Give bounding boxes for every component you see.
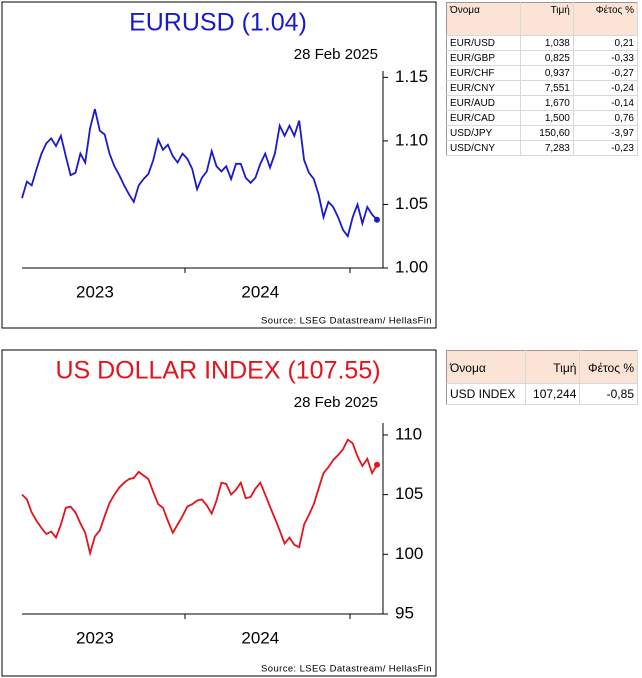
cell: EUR/GBP (446, 50, 521, 66)
header-row: Όνομα Τιμή Φέτος % (446, 350, 638, 384)
y-tick-label: 105 (395, 484, 423, 503)
cell: 7,551 (520, 80, 574, 96)
date-note: 28 Feb 2025 (294, 394, 378, 411)
source: Source: LSEG Datastream/ HellasFin (261, 664, 432, 675)
cell: 150,60 (520, 125, 574, 141)
cell: -0,27 (573, 65, 639, 81)
index-table: Όνομα Τιμή Φέτος % USD INDEX 107,244 -0,85 (446, 350, 638, 405)
cell: -0,24 (573, 80, 639, 96)
last-point (374, 216, 380, 223)
y-tick-label: 1.15 (395, 67, 428, 86)
y-tick-label: 1.10 (395, 130, 428, 149)
date-note: 28 Feb 2025 (294, 46, 378, 63)
x-tick-label: 2023 (76, 628, 114, 647)
y-tick-label: 110 (395, 424, 422, 443)
cell: 1,500 (520, 110, 574, 126)
chart-frame (1, 1, 437, 329)
cell: 1,670 (520, 95, 574, 111)
table-row: USD/JPY 150,60 -3,97 (446, 125, 639, 141)
cell: USD/JPY (446, 125, 521, 141)
cell: EUR/CAD (446, 110, 521, 126)
y-tick-label: 95 (395, 603, 414, 622)
cell: 0,21 (573, 35, 639, 51)
last-point (374, 461, 380, 468)
table-row: EUR/CNY 7,551 -0,24 (446, 80, 639, 96)
cell: 7,283 (520, 140, 574, 156)
cell: 0,825 (520, 50, 574, 66)
source: Source: LSEG Datastream/ HellasFin (261, 316, 432, 327)
table-row: EUR/CAD 1,500 0,76 (446, 110, 639, 126)
chart-frame (1, 349, 437, 677)
cell: -3,97 (573, 125, 639, 141)
table-row: USD INDEX 107,244 -0,85 (446, 383, 638, 405)
cell: Φέτος % (579, 350, 638, 384)
cell: 107,244 (525, 383, 581, 405)
y-tick-label: 1.00 (395, 257, 428, 276)
x-tick-label: 2024 (241, 282, 279, 301)
table-row: EUR/CHF 0,937 -0,27 (446, 65, 639, 81)
chart-title: US DOLLAR INDEX (107.55) (55, 357, 380, 385)
cell: EUR/AUD (446, 95, 521, 111)
cell: EUR/CNY (446, 80, 521, 96)
cell: Φέτος % (573, 2, 639, 36)
cell: Όνομα (446, 2, 521, 36)
cell: -0,14 (573, 95, 639, 111)
x-tick-label: 2023 (76, 282, 114, 301)
table-row: EUR/AUD 1,670 -0,14 (446, 95, 639, 111)
cell: Τιμή (525, 350, 581, 384)
cell: USD INDEX (446, 383, 526, 405)
cell: -0,33 (573, 50, 639, 66)
cell: Τιμή (520, 2, 574, 36)
table-row: USD/CNY 7,283 -0,23 (446, 140, 639, 156)
cell: 1,038 (520, 35, 574, 51)
cell: EUR/CHF (446, 65, 521, 81)
x-tick-label: 2024 (241, 628, 279, 647)
cell: -0,85 (579, 383, 638, 405)
y-tick-label: 1.05 (395, 194, 428, 213)
chart-title: EURUSD (1.04) (129, 9, 307, 37)
cell: EUR/USD (446, 35, 521, 51)
cell: 0,937 (520, 65, 574, 81)
header-row: Όνομα Τιμή Φέτος % (446, 2, 639, 36)
cell: -0,23 (573, 140, 639, 156)
cell: 0,76 (573, 110, 639, 126)
cell: USD/CNY (446, 140, 521, 156)
cell: Όνομα (446, 350, 526, 384)
table-row: EUR/USD 1,038 0,21 (446, 35, 639, 51)
fx-table: Όνομα Τιμή Φέτος % EUR/USD 1,038 0,21 EUR/GBP 0… (446, 2, 639, 156)
table-row: EUR/GBP 0,825 -0,33 (446, 50, 639, 66)
y-tick-label: 100 (395, 544, 423, 563)
price-line (21, 108, 378, 239)
price-line (21, 438, 378, 557)
